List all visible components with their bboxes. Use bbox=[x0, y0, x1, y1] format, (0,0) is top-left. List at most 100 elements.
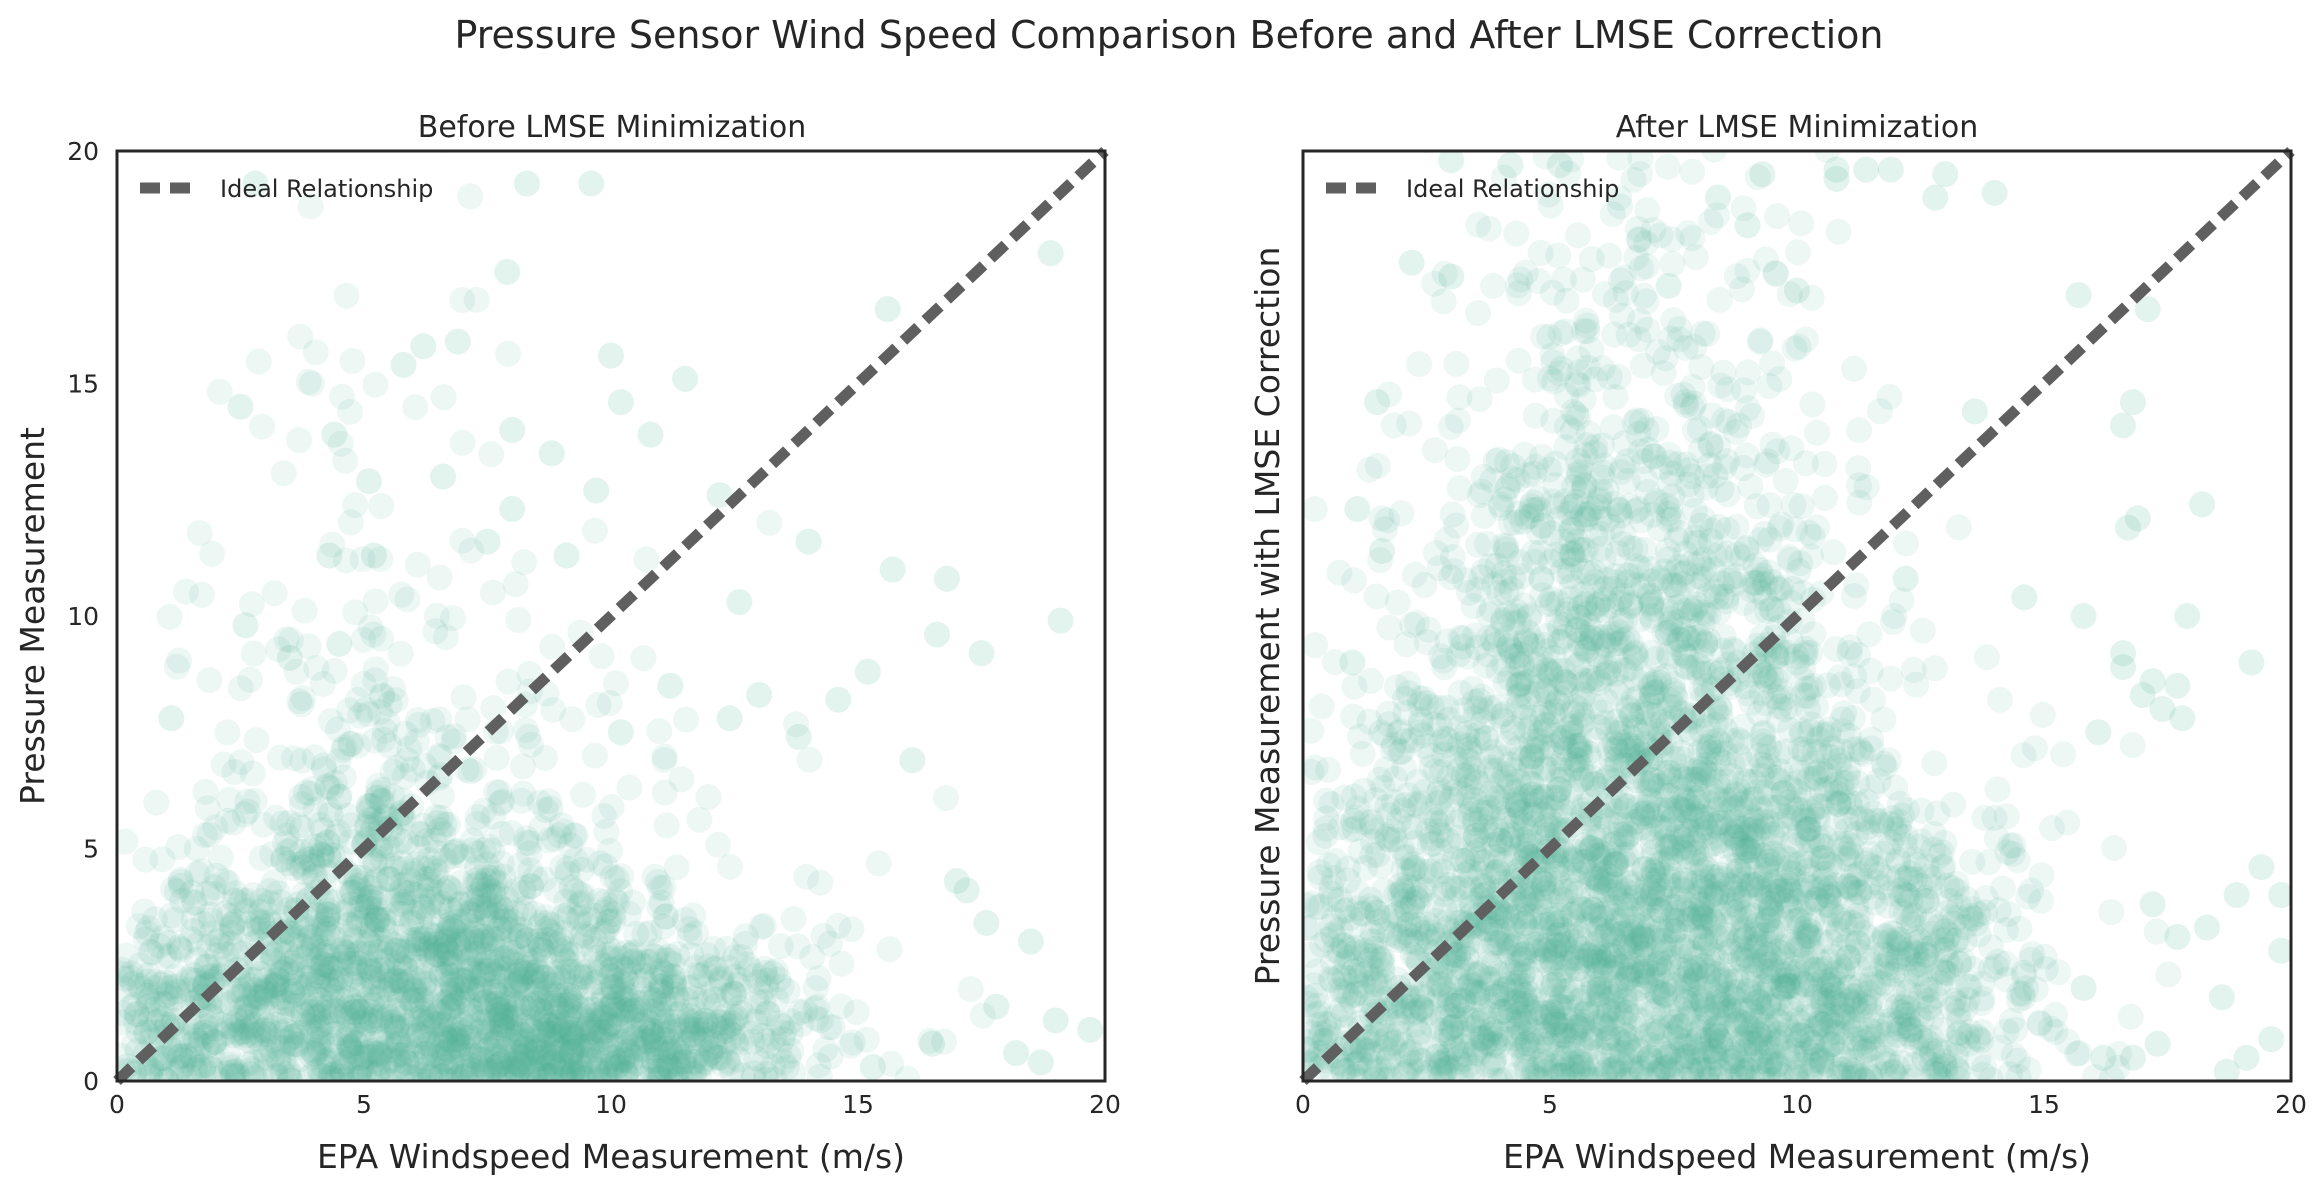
scatter-point-cloud bbox=[232, 1022, 259, 1049]
scatter-point-cloud bbox=[617, 1048, 644, 1075]
scatter-point-cloud bbox=[229, 1008, 256, 1034]
scatter-point-cloud bbox=[406, 925, 433, 952]
scatter-point-cloud bbox=[1555, 123, 1581, 149]
scatter-point-cloud bbox=[508, 992, 535, 1018]
scatter-point-cloud bbox=[368, 1003, 395, 1030]
scatter-point-cloud bbox=[742, 1008, 769, 1035]
scatter-point-cloud bbox=[166, 647, 193, 674]
scatter-point-cloud bbox=[375, 947, 402, 974]
scatter-point-cloud bbox=[625, 989, 651, 1016]
scatter-point bbox=[672, 365, 699, 392]
scatter-point-cloud bbox=[165, 1059, 192, 1081]
scatter-point-cloud bbox=[769, 1026, 796, 1053]
scatter-point-cloud bbox=[550, 818, 577, 845]
scatter-point-cloud bbox=[363, 1040, 390, 1067]
scatter-point-cloud bbox=[566, 1052, 593, 1079]
scatter-point-cloud bbox=[317, 708, 344, 734]
scatter-point-cloud bbox=[349, 865, 376, 891]
scatter-point-cloud bbox=[412, 926, 438, 953]
scatter-point-cloud bbox=[249, 977, 276, 1004]
scatter-point-cloud bbox=[218, 990, 245, 1017]
scatter-point-cloud bbox=[444, 1027, 471, 1054]
scatter-point-cloud bbox=[393, 980, 420, 1006]
scatter-point-cloud bbox=[437, 949, 464, 976]
scatter-point-cloud bbox=[369, 978, 396, 1005]
scatter-point-cloud bbox=[527, 1066, 553, 1081]
scatter-point-cloud bbox=[346, 998, 373, 1025]
scatter-point-cloud bbox=[594, 1044, 620, 1071]
scatter-point-cloud bbox=[1485, 122, 1511, 148]
scatter-point-cloud bbox=[566, 891, 593, 918]
scatter-point-cloud bbox=[702, 1043, 729, 1070]
scatter-point-cloud bbox=[542, 877, 569, 903]
scatter-point-cloud bbox=[471, 978, 498, 1005]
scatter-point-cloud bbox=[445, 921, 472, 948]
scatter-point-cloud bbox=[2050, 741, 2077, 768]
scatter-point-cloud bbox=[135, 1058, 161, 1081]
scatter-point-cloud bbox=[370, 776, 397, 803]
scatter-point-cloud bbox=[117, 942, 140, 969]
scatter-point bbox=[1027, 1049, 1054, 1076]
scatter-point-cloud bbox=[319, 1033, 346, 1059]
scatter-point-cloud bbox=[441, 948, 468, 975]
scatter-point-cloud bbox=[191, 1019, 218, 1046]
scatter-point-cloud bbox=[281, 982, 308, 1009]
scatter-point-cloud bbox=[1766, 515, 1793, 542]
scatter-point-cloud bbox=[537, 1021, 563, 1048]
scatter-point-cloud bbox=[1602, 73, 1628, 99]
scatter-point-cloud bbox=[656, 943, 683, 970]
scatter-point-cloud bbox=[876, 936, 903, 963]
scatter-point-cloud bbox=[369, 682, 395, 709]
scatter-point-cloud bbox=[180, 917, 207, 944]
scatter-point-cloud bbox=[701, 985, 728, 1012]
scatter-point-cloud bbox=[437, 911, 464, 938]
scatter-point-cloud bbox=[472, 900, 499, 927]
scatter-point-cloud bbox=[648, 1003, 675, 1030]
scatter-point-cloud bbox=[620, 940, 646, 967]
scatter-point-cloud bbox=[369, 787, 396, 814]
scatter-point-cloud bbox=[446, 1020, 473, 1047]
scatter-point-cloud bbox=[697, 1041, 724, 1068]
scatter-point-cloud bbox=[582, 742, 608, 769]
scatter-point-cloud bbox=[367, 546, 394, 573]
scatter-point-cloud bbox=[117, 828, 139, 855]
scatter-point-cloud bbox=[387, 900, 414, 927]
scatter-point-cloud bbox=[350, 1062, 377, 1081]
scatter-point-cloud bbox=[507, 966, 534, 993]
scatter-point-cloud bbox=[409, 855, 436, 881]
scatter-point-cloud bbox=[368, 1024, 395, 1051]
scatter-point-cloud bbox=[192, 778, 219, 805]
scatter-point-cloud bbox=[553, 888, 580, 915]
scatter-point-cloud bbox=[259, 1027, 286, 1053]
scatter-point-cloud bbox=[511, 549, 538, 576]
scatter-point-cloud bbox=[630, 1014, 656, 1041]
scatter-point-cloud bbox=[221, 887, 248, 914]
scatter-point-cloud bbox=[362, 656, 389, 683]
scatter-point-cloud bbox=[333, 282, 360, 309]
scatter-point-cloud bbox=[237, 1028, 264, 1055]
scatter-point bbox=[583, 477, 610, 504]
scatter-point-cloud bbox=[400, 965, 427, 992]
scatter-point-cloud bbox=[666, 1037, 693, 1064]
scatter-point-cloud bbox=[1893, 530, 1919, 557]
scatter-point-cloud bbox=[534, 910, 561, 936]
scatter-point-cloud bbox=[198, 1042, 225, 1069]
scatter-point-cloud bbox=[1762, 260, 1789, 287]
scatter-point-cloud bbox=[627, 975, 653, 1002]
scatter-point-cloud bbox=[602, 996, 629, 1023]
scatter-point-cloud bbox=[678, 1009, 705, 1036]
scatter-point bbox=[607, 389, 634, 416]
scatter-point-cloud bbox=[306, 934, 333, 961]
scatter-point-cloud bbox=[410, 899, 437, 926]
scatter-point-cloud bbox=[300, 981, 327, 1008]
scatter-point-cloud bbox=[152, 969, 178, 996]
scatter-point-cloud bbox=[609, 971, 636, 998]
scatter-point-cloud bbox=[560, 1025, 587, 1052]
scatter-point-cloud bbox=[342, 599, 369, 626]
scatter-point bbox=[474, 528, 501, 555]
scatter-point-cloud bbox=[220, 977, 247, 1004]
scatter-point-cloud bbox=[513, 829, 540, 856]
scatter-point-cloud bbox=[210, 751, 237, 778]
scatter-point-cloud bbox=[367, 1005, 394, 1032]
scatter-point-cloud bbox=[422, 928, 449, 954]
